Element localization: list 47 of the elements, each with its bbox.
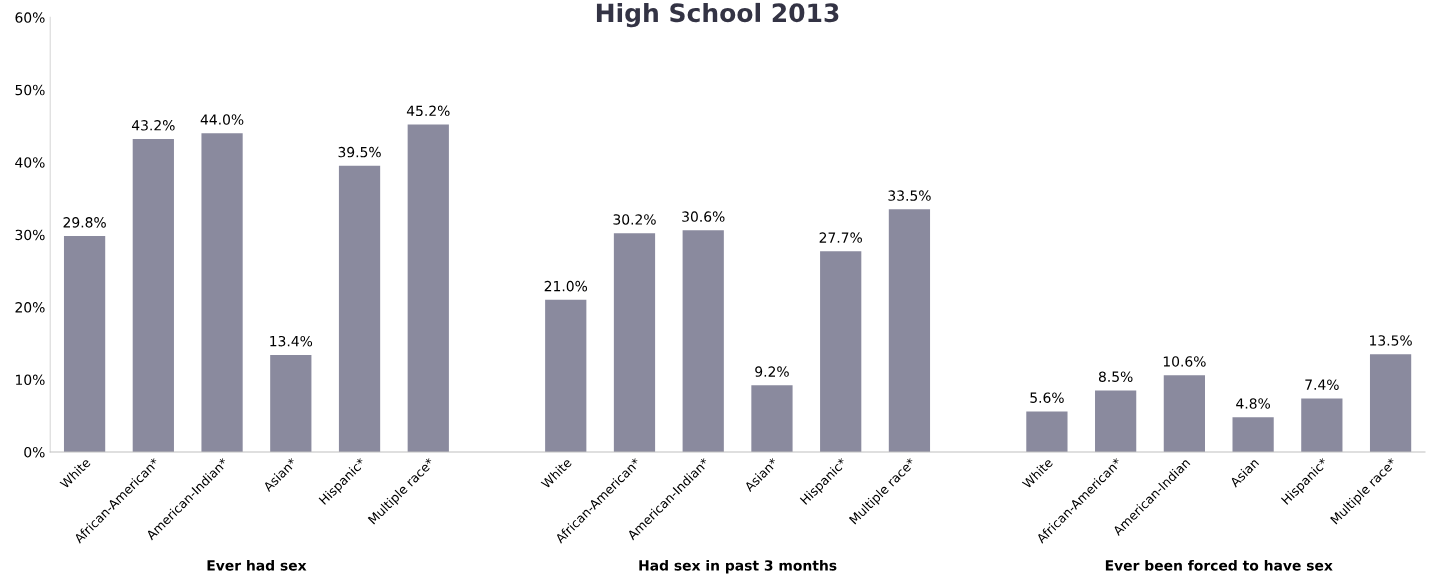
data-label: 5.6% xyxy=(1030,392,1064,403)
data-label: 43.2% xyxy=(131,120,175,131)
y-tick-label: 40% xyxy=(15,157,45,168)
data-label: 45.2% xyxy=(406,105,450,117)
data-label: 21.0% xyxy=(544,280,588,292)
bar xyxy=(820,251,862,452)
text: Ever been forced to have sex xyxy=(1105,559,1333,571)
bar xyxy=(545,299,587,452)
data-label: 7.4% xyxy=(1305,379,1339,390)
bar xyxy=(338,165,381,452)
data-label: 27.7% xyxy=(819,232,862,243)
y-tick-label: 60% xyxy=(15,12,45,23)
bar xyxy=(132,139,174,452)
data-label: 9.2% xyxy=(755,366,789,377)
y-tick-label: 10% xyxy=(16,374,45,386)
data-label: 10.6% xyxy=(1163,356,1206,367)
y-tick-label: 30% xyxy=(15,229,45,241)
bar xyxy=(1301,398,1343,452)
bar xyxy=(407,124,449,452)
bar xyxy=(1369,354,1412,452)
text: Ever had sex xyxy=(207,559,307,571)
bar xyxy=(201,133,243,452)
text: Had sex in past 3 months xyxy=(639,559,837,574)
data-label: 30.2% xyxy=(613,214,656,225)
data-label: 39.5% xyxy=(338,146,381,158)
y-tick-label: 20% xyxy=(15,302,45,313)
bar xyxy=(270,354,312,452)
data-label: 13.4% xyxy=(270,335,313,347)
bar xyxy=(751,385,793,452)
bar xyxy=(1095,390,1137,452)
bar xyxy=(63,236,106,452)
data-label: 13.5% xyxy=(1370,335,1412,346)
chart-title: High School 2013 xyxy=(596,2,839,28)
bar xyxy=(1163,375,1205,452)
bar xyxy=(1026,411,1068,452)
bar xyxy=(888,209,931,452)
y-tick-label: 0% xyxy=(24,446,45,458)
data-label: 8.5% xyxy=(1098,371,1133,382)
data-label: 30.6% xyxy=(682,211,725,222)
data-label: 4.8% xyxy=(1236,398,1270,409)
data-label: 44.0% xyxy=(200,114,244,125)
bar xyxy=(682,230,724,452)
bar xyxy=(613,233,656,452)
bar xyxy=(1232,417,1274,452)
y-tick-label: 50% xyxy=(15,84,45,96)
data-label: 33.5% xyxy=(888,190,931,201)
data-label: 29.8% xyxy=(63,217,106,228)
